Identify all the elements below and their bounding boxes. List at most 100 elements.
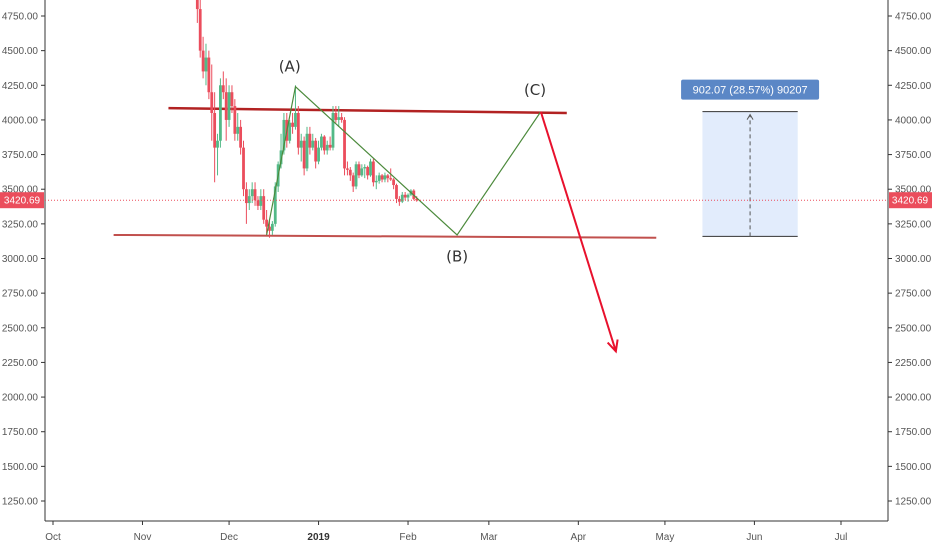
y-tick-label: 4750.00 — [895, 12, 932, 23]
candle-body — [242, 147, 245, 190]
candle-body — [415, 198, 419, 201]
x-tick-label: 2019 — [307, 532, 330, 543]
y-tick-label: 1250.00 — [2, 497, 39, 508]
candle-body — [250, 189, 254, 197]
price-tag-right-label: 3420.69 — [892, 196, 929, 207]
candle-body — [400, 194, 404, 202]
projection-arrow-line[interactable] — [539, 111, 617, 352]
candle — [253, 182, 257, 206]
candle — [207, 50, 211, 100]
candle-body — [198, 9, 202, 51]
candle — [210, 64, 214, 141]
y-axis-right[interactable]: 4750.00 4500.00 4250.00 4000.00 3750.00 3500.… — [887, 0, 932, 521]
candle-body — [210, 92, 214, 113]
y-tick-label: 3750.00 — [895, 150, 932, 161]
candle — [204, 43, 208, 86]
candle — [360, 164, 364, 177]
candle — [296, 106, 300, 155]
candles — [195, 0, 419, 238]
candle — [256, 196, 260, 210]
candle — [305, 126, 309, 172]
x-axis[interactable]: Oct Nov Dec 2019 Feb Mar Apr May Jun Jul — [45, 520, 888, 543]
x-tick-label: Jul — [835, 532, 848, 543]
candle-body — [230, 92, 234, 107]
candle-body — [221, 85, 225, 93]
candle — [270, 221, 274, 235]
candle — [308, 126, 312, 155]
measure-label: 902.07 (28.57%) 90207 — [693, 85, 808, 97]
y-tick-label: 4000.00 — [2, 115, 39, 126]
candle-body — [357, 164, 361, 176]
candle-body — [317, 147, 320, 162]
y-tick-label: 4000.00 — [895, 115, 932, 126]
y-tick-label: 4250.00 — [895, 81, 932, 92]
candle-body — [270, 223, 274, 231]
candle-body — [334, 113, 338, 120]
wave-label: (B) — [446, 247, 468, 265]
projection-arrow-head — [606, 339, 619, 354]
measure-arrow-head — [746, 113, 754, 120]
y-tick-label: 2500.00 — [2, 323, 39, 334]
candle-body — [279, 150, 283, 165]
candle-body — [259, 196, 263, 206]
candle — [392, 178, 396, 190]
candle-body — [201, 50, 205, 72]
wave-label: (C) — [524, 81, 546, 99]
y-tick-label: 2000.00 — [2, 393, 39, 404]
candle-body — [386, 175, 390, 179]
candle — [247, 189, 251, 210]
candle — [386, 173, 390, 183]
candle — [262, 189, 266, 224]
candle-body — [262, 196, 266, 220]
candle-body — [314, 140, 318, 162]
candle — [348, 167, 352, 181]
candle — [371, 158, 375, 187]
y-tick-label: 2750.00 — [2, 289, 39, 300]
candle — [328, 136, 332, 151]
candle — [403, 191, 407, 201]
candle-body — [383, 175, 387, 180]
candle — [331, 106, 335, 151]
candle-body — [348, 169, 352, 176]
measure-tool[interactable]: 902.07 (28.57%) 90207 — [681, 79, 820, 237]
candle-body — [340, 117, 344, 120]
candle-body — [322, 136, 326, 151]
candle — [317, 140, 320, 165]
wave-path[interactable] — [266, 85, 619, 354]
candle-body — [371, 161, 375, 183]
candle-body — [227, 92, 231, 120]
candle-body — [299, 140, 303, 148]
y-tick-label: 2250.00 — [2, 358, 39, 369]
candle-body — [302, 140, 306, 169]
candle — [294, 85, 297, 130]
candle — [227, 85, 231, 127]
y-tick-label: 4750.00 — [2, 12, 39, 23]
abc-wave-line[interactable] — [266, 85, 542, 236]
wave-labels: (A) (B) (C) — [279, 57, 546, 265]
y-tick-label: 3500.00 — [895, 185, 932, 196]
measure-box[interactable] — [702, 111, 798, 237]
candle — [369, 158, 372, 177]
candle-body — [195, 0, 199, 10]
x-tick-label: Nov — [134, 532, 152, 543]
candle — [334, 106, 338, 123]
candle-body — [244, 189, 248, 204]
candle-body — [282, 119, 286, 151]
y-tick-label: 2750.00 — [895, 289, 932, 300]
y-tick-label: 4500.00 — [2, 46, 39, 57]
candle — [374, 175, 378, 190]
support-line[interactable] — [113, 233, 657, 239]
candle — [195, 0, 199, 23]
y-tick-label: 4250.00 — [2, 81, 39, 92]
candle-body — [406, 194, 410, 198]
candle-body — [377, 175, 381, 181]
x-tick-label: Oct — [45, 532, 61, 543]
candle-body — [369, 161, 372, 176]
current-price-line: 3420.69 3420.69 — [0, 192, 932, 209]
candle — [377, 172, 381, 184]
candle-body — [265, 219, 268, 227]
candle-body — [354, 164, 358, 187]
y-tick-label: 3250.00 — [895, 219, 932, 230]
candle-body — [374, 180, 378, 183]
